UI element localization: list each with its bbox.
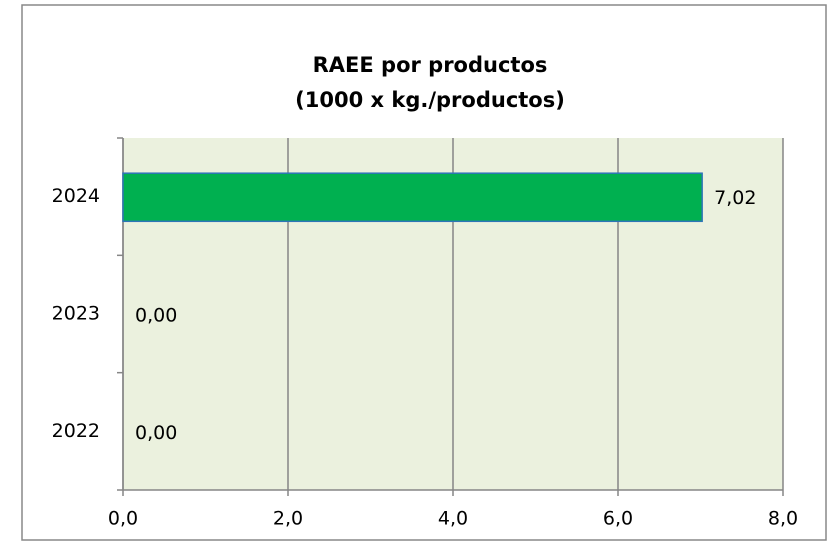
x-tick-label: 0,0 (108, 508, 138, 530)
chart-subtitle: (1000 x kg./productos) (295, 88, 565, 112)
x-tick-label: 2,0 (273, 508, 303, 530)
y-tick-label: 2022 (52, 420, 100, 442)
x-tick-label: 6,0 (603, 508, 633, 530)
data-label: 0,00 (135, 305, 177, 327)
x-tick-label: 4,0 (438, 508, 468, 530)
y-tick-label: 2023 (52, 303, 100, 325)
data-label: 0,00 (135, 422, 177, 444)
x-tick-label: 8,0 (768, 508, 798, 530)
data-label: 7,02 (714, 187, 756, 209)
bar (122, 172, 703, 223)
chart-title: RAEE por productos (313, 53, 548, 77)
y-tick-label: 2024 (52, 185, 100, 207)
